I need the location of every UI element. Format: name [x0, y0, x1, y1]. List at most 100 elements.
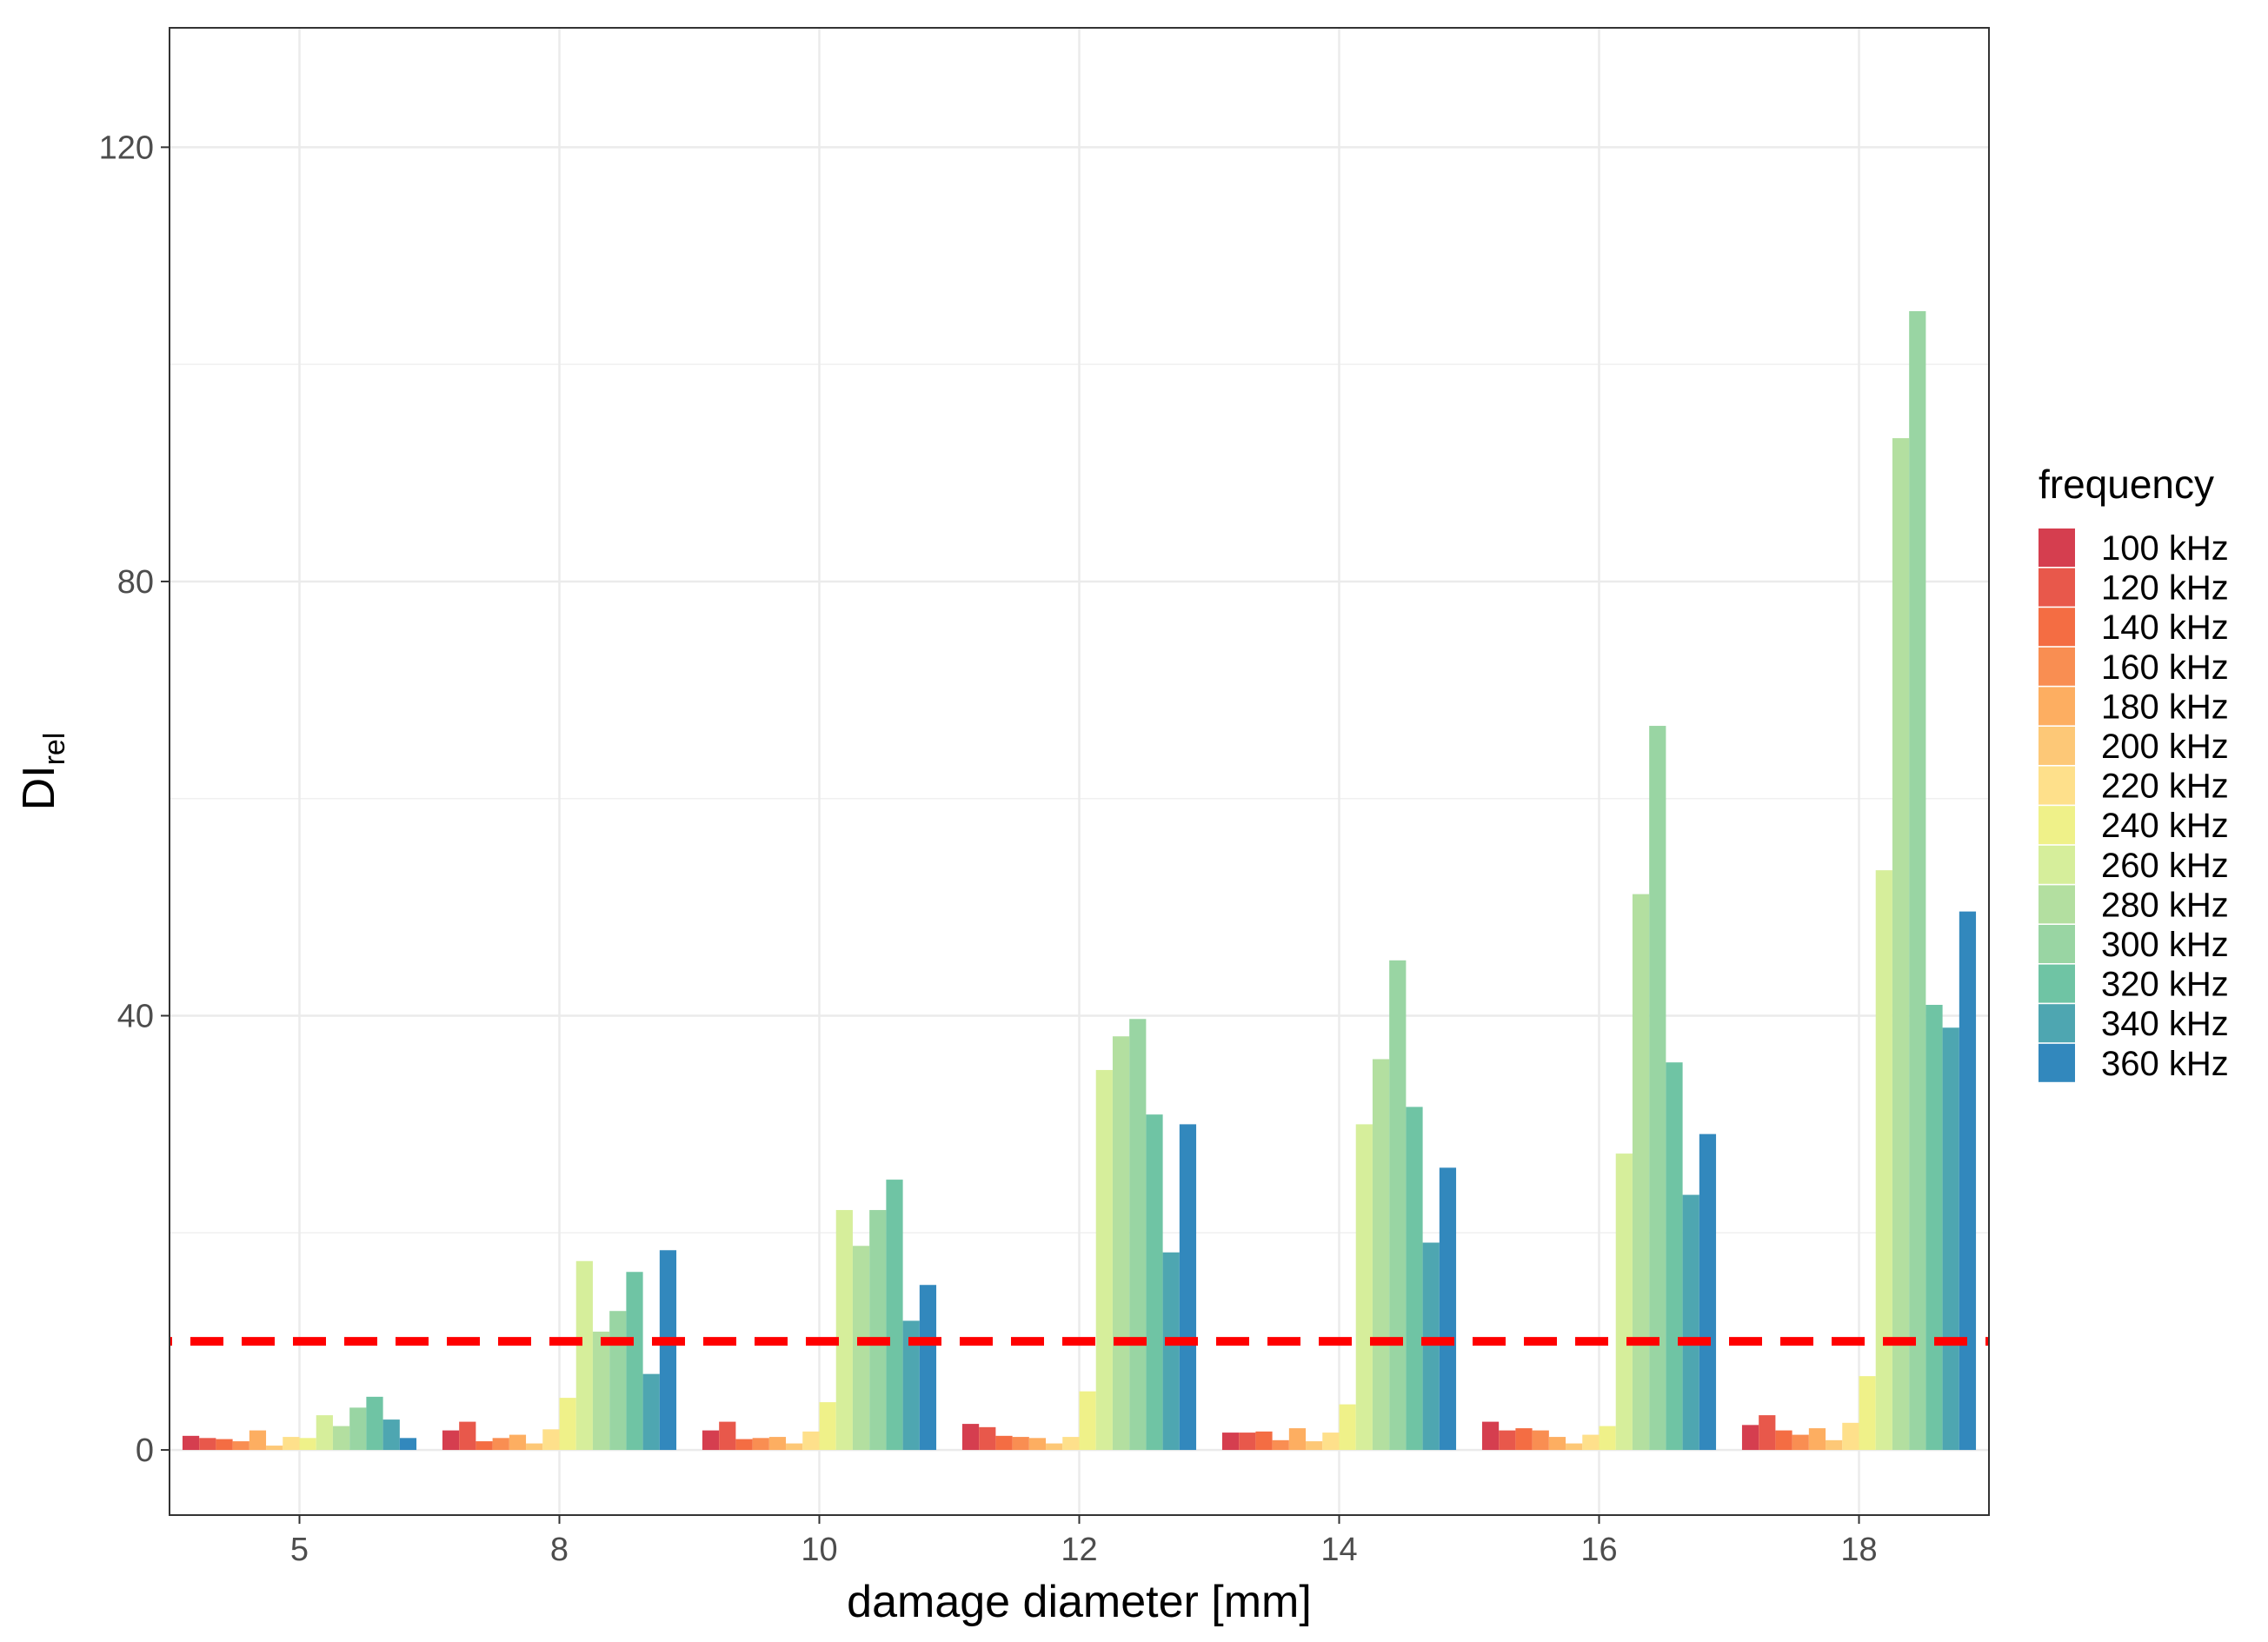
bar	[1095, 1069, 1113, 1451]
bar	[1389, 960, 1407, 1451]
bar	[869, 1210, 887, 1451]
bar	[1566, 1443, 1583, 1451]
legend-key	[2039, 885, 2075, 924]
legend-key	[2039, 1004, 2075, 1043]
bar	[1682, 1194, 1699, 1451]
bar	[1875, 870, 1892, 1451]
bar	[1046, 1443, 1063, 1451]
bar	[852, 1246, 870, 1451]
x-axis-title: damage diameter [mm]	[847, 1577, 1312, 1627]
bar	[1532, 1430, 1549, 1451]
bar	[1615, 1153, 1633, 1451]
bar	[961, 1424, 980, 1451]
bar	[819, 1402, 836, 1451]
bar	[1179, 1124, 1197, 1451]
bar	[719, 1421, 736, 1451]
bar	[232, 1441, 249, 1451]
bar	[886, 1180, 903, 1451]
bar	[1372, 1059, 1390, 1451]
bar	[592, 1331, 610, 1451]
bar	[1146, 1114, 1163, 1451]
bar	[1221, 1433, 1240, 1451]
x-tick-label: 18	[1840, 1532, 1877, 1568]
legend-label: 100 kHz	[2101, 529, 2229, 568]
legend-label: 200 kHz	[2101, 728, 2229, 766]
bar	[995, 1435, 1013, 1451]
y-axis-title: DIrel	[14, 733, 71, 811]
bar	[316, 1415, 333, 1451]
y-tick-label: 40	[117, 999, 154, 1035]
legend-key	[2039, 845, 2075, 884]
legend-key	[2039, 766, 2075, 805]
bar	[1339, 1404, 1356, 1451]
bar	[626, 1272, 643, 1451]
legend-label: 140 kHz	[2101, 608, 2229, 647]
legend-label: 340 kHz	[2101, 1005, 2229, 1043]
bar	[1079, 1391, 1096, 1451]
bar	[786, 1443, 803, 1451]
bar	[835, 1210, 853, 1451]
bar	[659, 1250, 677, 1451]
bar	[1322, 1433, 1340, 1451]
bar	[1859, 1376, 1876, 1451]
bar	[1306, 1441, 1323, 1451]
bar	[1515, 1428, 1533, 1451]
bar	[979, 1426, 996, 1451]
legend-label: 360 kHz	[2101, 1045, 2229, 1083]
bar	[1162, 1252, 1180, 1451]
legend-key	[2039, 687, 2075, 726]
bar	[492, 1438, 509, 1451]
bar	[542, 1429, 560, 1451]
bar	[349, 1407, 367, 1451]
bar	[642, 1373, 660, 1451]
bar	[1548, 1437, 1566, 1451]
legend-key	[2039, 925, 2075, 963]
bar	[249, 1430, 267, 1451]
bar	[216, 1439, 233, 1451]
y-tick-label: 80	[117, 564, 154, 601]
legend-key	[2039, 568, 2075, 607]
bar	[1272, 1439, 1289, 1451]
bar	[1792, 1434, 1809, 1451]
x-tick-label: 8	[550, 1532, 569, 1568]
gridlines	[170, 28, 1989, 1515]
bar	[1422, 1242, 1440, 1451]
bar	[609, 1311, 627, 1451]
bar	[1666, 1062, 1683, 1451]
bar	[1741, 1425, 1759, 1451]
bar	[559, 1398, 576, 1451]
bar	[1499, 1430, 1516, 1451]
bar	[476, 1441, 493, 1451]
axis-ticks: 0 40 80 120 5 8 10 12 14 16 18	[99, 130, 1878, 1568]
bar	[1355, 1124, 1373, 1451]
bar	[509, 1434, 527, 1451]
y-tick-label: 0	[136, 1433, 154, 1469]
bar	[182, 1435, 200, 1451]
bar	[1699, 1133, 1717, 1451]
bar	[382, 1419, 400, 1451]
bar	[1028, 1438, 1047, 1451]
bar	[1062, 1437, 1080, 1451]
bar	[526, 1443, 543, 1451]
y-axis-title-subscript: rel	[38, 733, 71, 766]
bar	[1112, 1036, 1130, 1451]
bar	[1775, 1430, 1792, 1451]
bar	[1406, 1107, 1423, 1451]
bar	[1129, 1019, 1147, 1451]
legend-key	[2039, 1043, 2075, 1082]
legend-label: 160 kHz	[2101, 648, 2229, 687]
bar	[1255, 1431, 1273, 1451]
bar	[1759, 1415, 1776, 1451]
legend-label: 320 kHz	[2101, 966, 2229, 1004]
bar	[283, 1437, 300, 1451]
legend-label: 300 kHz	[2101, 926, 2229, 964]
bar	[1925, 1005, 1943, 1451]
bar	[575, 1260, 593, 1451]
bar	[459, 1421, 476, 1451]
bar	[802, 1431, 820, 1451]
bar	[1892, 438, 1910, 1451]
y-tick-label: 120	[99, 130, 154, 166]
legend-label: 220 kHz	[2101, 768, 2229, 806]
